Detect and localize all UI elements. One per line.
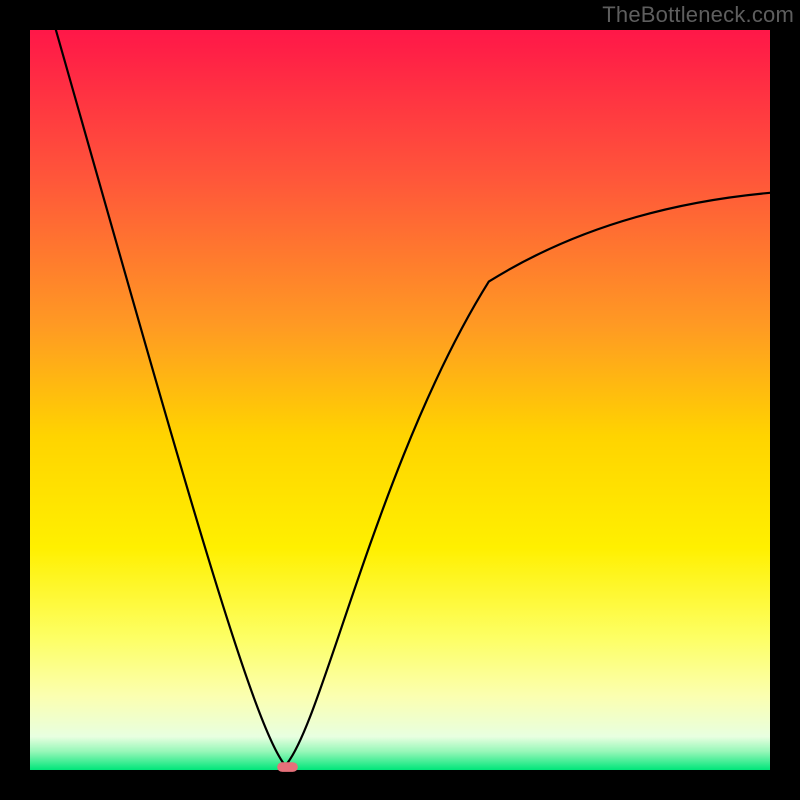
- optimal-point-marker: [277, 762, 298, 772]
- bottleneck-chart: TheBottleneck.com: [0, 0, 800, 800]
- plot-background: [30, 30, 770, 770]
- watermark-text: TheBottleneck.com: [602, 2, 794, 28]
- chart-canvas: [0, 0, 800, 800]
